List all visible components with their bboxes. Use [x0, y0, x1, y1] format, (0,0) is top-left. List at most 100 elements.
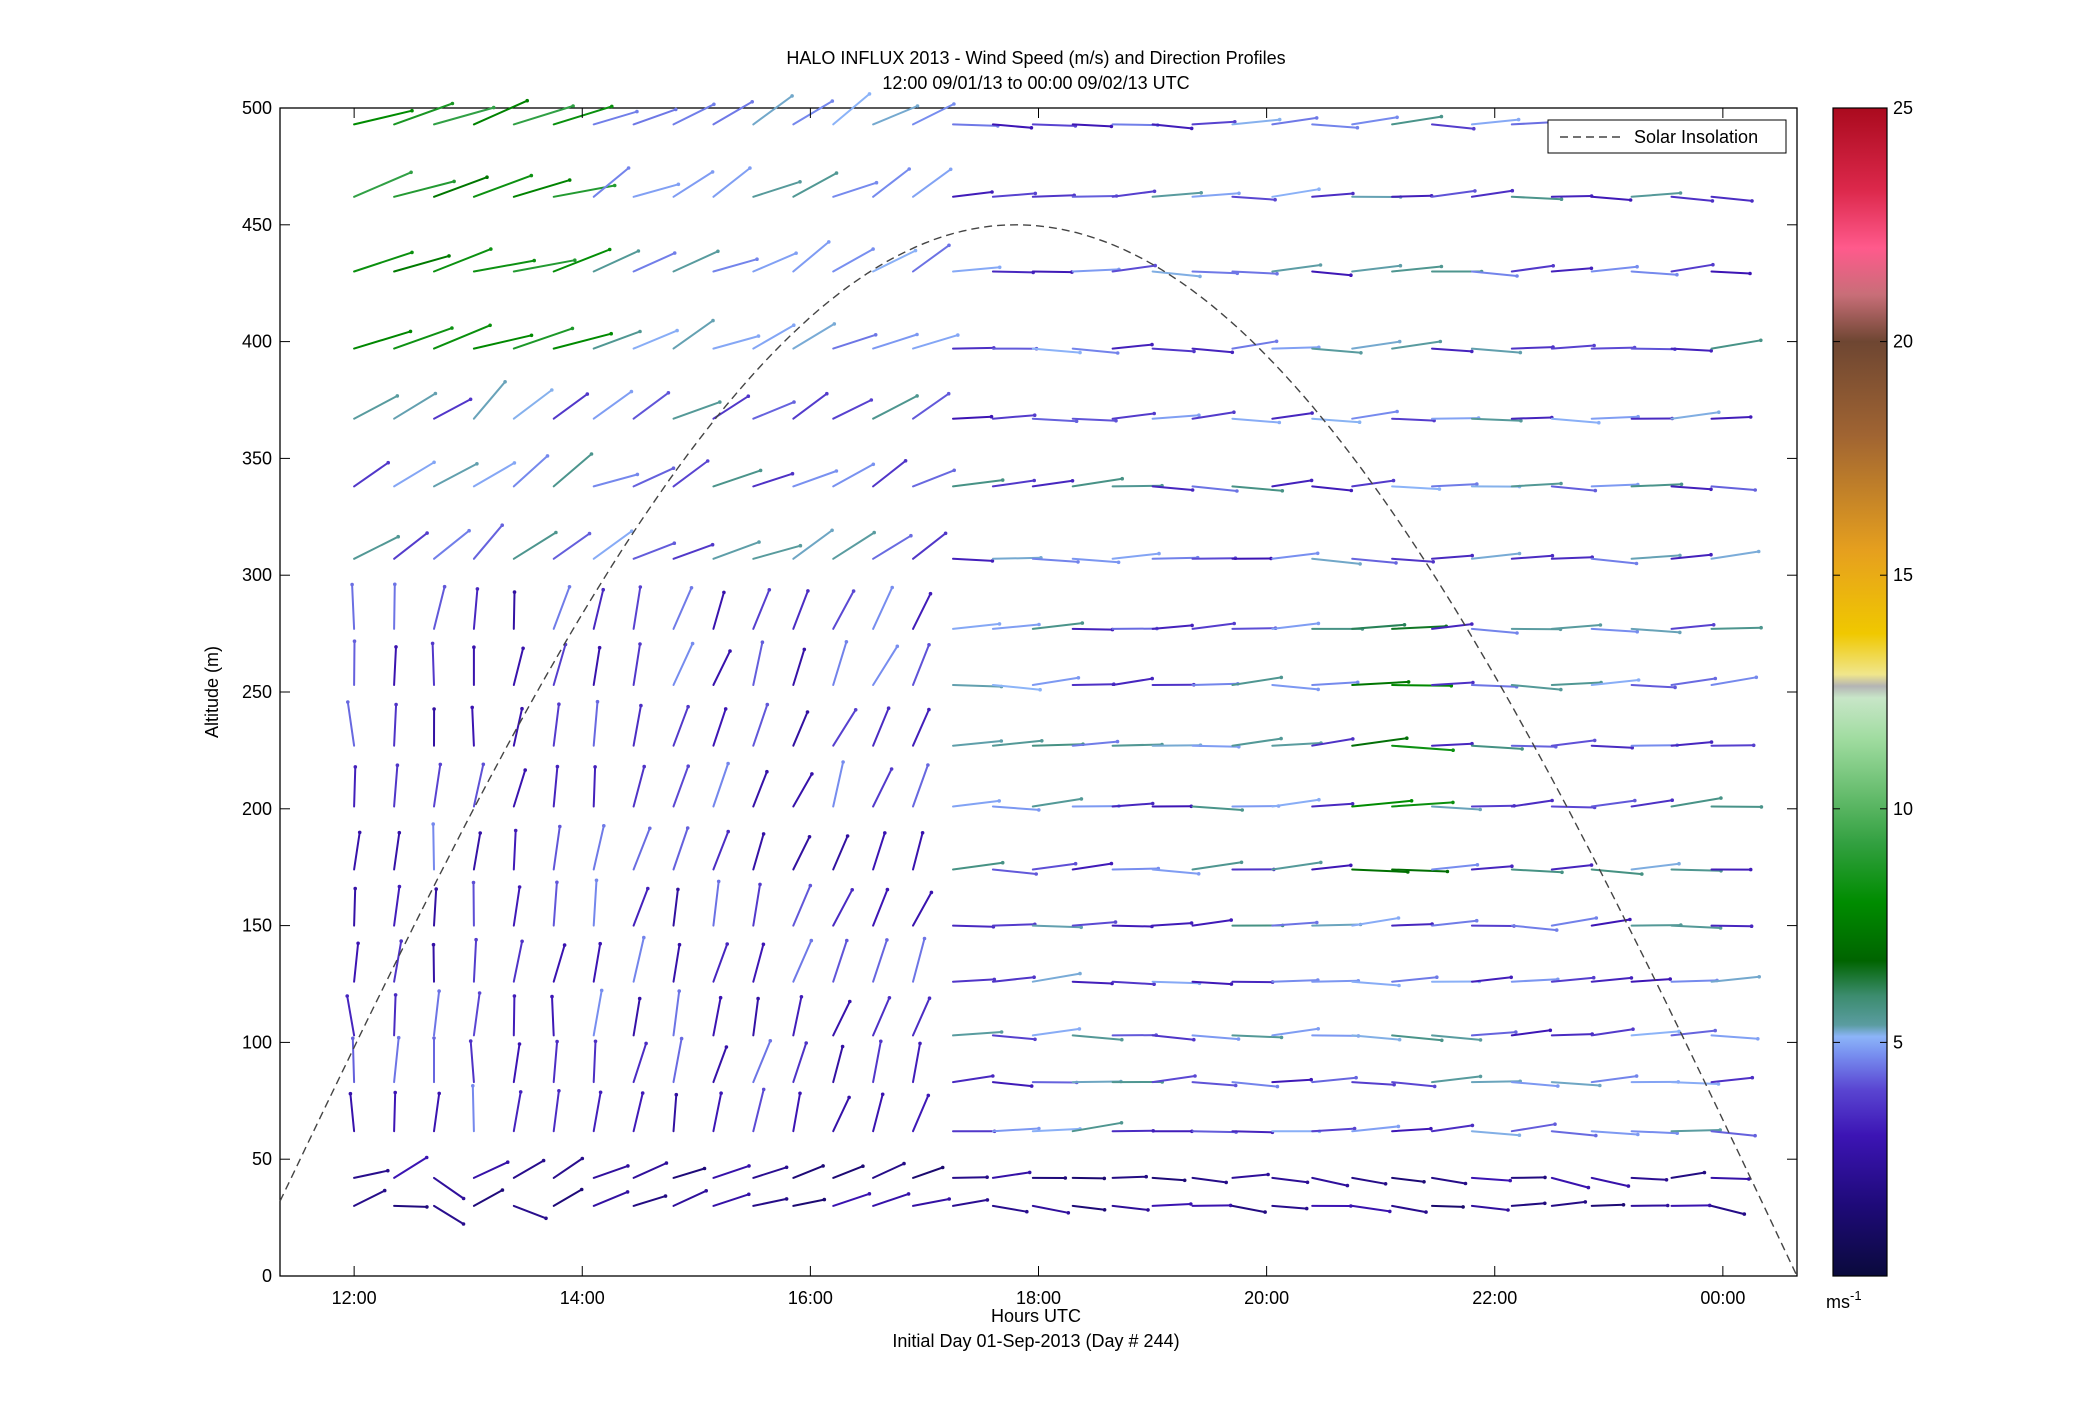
wind-vector — [1710, 485, 1757, 491]
wind-vector — [1231, 118, 1281, 126]
wind-vector-tip — [805, 710, 810, 714]
wind-vector — [1590, 1176, 1630, 1188]
wind-vector — [393, 1204, 428, 1208]
wind-vector-tip — [1397, 1037, 1402, 1042]
wind-vector — [712, 1164, 750, 1179]
wind-vector-tip — [809, 938, 814, 943]
wind-vector-tip — [886, 706, 891, 710]
wind-vector — [752, 324, 795, 350]
wind-vector-tip — [1749, 924, 1754, 928]
wind-vector — [1510, 868, 1563, 874]
wind-vector — [433, 398, 472, 420]
wind-vector-tip — [1275, 271, 1279, 276]
wind-vector — [393, 392, 437, 420]
wind-vector-tip — [525, 98, 529, 103]
wind-vector-tip — [350, 582, 354, 587]
wind-vector-tip — [1032, 975, 1036, 979]
wind-vector-tip — [424, 1155, 429, 1160]
wind-vector — [1431, 742, 1473, 747]
wind-vector-tip — [1543, 1175, 1547, 1180]
wind-vector-tip — [1074, 419, 1079, 424]
x-tick-label: 16:00 — [788, 1288, 833, 1308]
wind-vector — [1111, 190, 1156, 198]
wind-vector-tip — [386, 460, 391, 465]
wind-vector — [592, 989, 603, 1037]
wind-vector — [1391, 744, 1455, 752]
wind-vector — [393, 1091, 397, 1133]
wind-vector-tip — [1114, 418, 1118, 423]
wind-vector-tip — [1718, 1128, 1722, 1132]
wind-vector-tip — [1515, 274, 1519, 278]
wind-vector-tip — [1077, 1027, 1082, 1031]
wind-vector — [632, 887, 649, 927]
wind-vector-tip — [1435, 975, 1439, 979]
wind-vector — [351, 583, 356, 630]
wind-vector — [632, 252, 676, 273]
colorbar-tick-label: 10 — [1893, 799, 1913, 819]
wind-vector-tip — [1032, 478, 1036, 483]
wind-vector — [1271, 622, 1320, 630]
wind-vector — [592, 167, 630, 198]
wind-vector-tip — [705, 459, 710, 463]
wind-vector — [432, 823, 435, 871]
wind-vector-tip — [555, 1039, 559, 1044]
wind-vector-tip — [357, 830, 362, 835]
wind-vector-tip — [1510, 188, 1515, 193]
wind-vector-tip — [760, 640, 765, 644]
wind-vector — [472, 938, 478, 983]
wind-vector — [952, 740, 1003, 747]
wind-vector-tip — [1305, 1180, 1310, 1185]
wind-vector-tip — [663, 1194, 668, 1198]
wind-vector — [792, 711, 809, 747]
wind-vector — [1431, 681, 1474, 686]
wind-vector — [1550, 1200, 1587, 1207]
wind-vector — [632, 108, 677, 126]
wind-vector-tip — [676, 182, 681, 187]
wind-vector — [1071, 123, 1113, 128]
wind-vector-tip — [1279, 736, 1283, 741]
wind-vector — [1151, 868, 1200, 875]
x-tick-label: 00:00 — [1700, 1288, 1745, 1308]
wind-vector-tip — [488, 323, 492, 328]
wind-vector — [1710, 676, 1758, 686]
wind-vector — [393, 583, 396, 630]
wind-vector — [1510, 264, 1555, 273]
wind-vector-tip — [1239, 860, 1244, 865]
wind-vector-tip — [1079, 925, 1083, 930]
wind-vector — [872, 707, 890, 747]
wind-vector-tip — [472, 645, 476, 649]
wind-vector-tip — [810, 772, 814, 776]
wind-vector-tip — [1354, 1075, 1358, 1080]
wind-vector-tip — [1751, 743, 1756, 748]
wind-vector — [592, 473, 639, 488]
wind-vector — [1431, 1034, 1482, 1041]
wind-vector-tip — [1560, 870, 1564, 875]
wind-vector — [1231, 485, 1284, 492]
wind-vector — [912, 764, 929, 808]
wind-vector-tip — [1517, 551, 1522, 556]
wind-vector — [353, 535, 400, 560]
wind-vector-tip — [348, 1091, 353, 1096]
wind-vector — [472, 461, 516, 488]
wind-vector-tip — [1432, 1084, 1437, 1089]
y-tick-label: 300 — [242, 565, 272, 585]
wind-vector — [1191, 1034, 1240, 1041]
wind-vector-tip — [845, 834, 850, 838]
wind-vector-tip — [952, 468, 956, 473]
wind-vector — [353, 251, 413, 273]
wind-vector — [1670, 797, 1722, 808]
wind-vector-tip — [394, 645, 398, 649]
wind-vector — [1031, 743, 1084, 747]
wind-vector-tip — [489, 247, 493, 251]
wind-vector-tip — [1230, 350, 1235, 355]
wind-vector — [912, 1042, 921, 1084]
wind-vector-tip — [1190, 488, 1195, 492]
wind-vector — [952, 622, 1001, 630]
wind-vector-tip — [481, 762, 486, 767]
wind-vector — [1470, 552, 1521, 560]
wind-vector-tip — [755, 257, 759, 262]
wind-vector — [1550, 417, 1600, 424]
wind-vector — [1431, 347, 1473, 353]
wind-vector-tip — [629, 389, 634, 394]
wind-vector — [552, 881, 558, 927]
